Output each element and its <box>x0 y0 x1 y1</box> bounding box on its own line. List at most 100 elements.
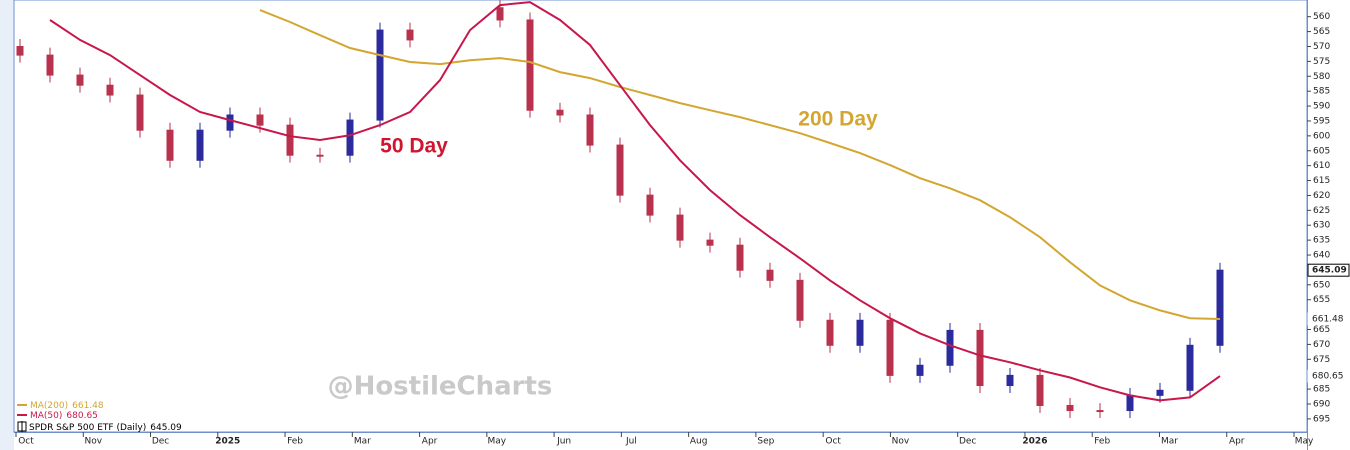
annotation: 50 Day <box>380 135 448 158</box>
x-tick-label: Apr <box>422 437 438 447</box>
x-tick-label: Jun <box>556 437 571 447</box>
candle-body <box>646 194 654 216</box>
x-tick-label: Apr <box>1229 437 1245 447</box>
candle-body <box>586 114 594 146</box>
overlay: 560 565 570 575 580 585 590 595 600 605 610 615 620 6… <box>15 12 1350 447</box>
y-tick-label: 635 <box>1313 236 1330 246</box>
value-box <box>1307 312 1350 326</box>
watermark: @HostileCharts <box>328 372 553 402</box>
x-tick-label: Feb <box>1094 437 1110 447</box>
x-tick-label: 2025 <box>215 437 240 447</box>
candle-body <box>616 144 624 196</box>
candle-body <box>16 45 24 56</box>
legend-entry: MA(200) 661.48 <box>30 401 104 411</box>
y-tick-label: 690 <box>1313 399 1330 409</box>
marks <box>16 0 1224 418</box>
candle-body <box>106 84 114 96</box>
legend-value: 680.65 <box>66 411 98 421</box>
ma-line <box>259 9 1221 320</box>
candle-body <box>1066 404 1074 412</box>
candle-body <box>46 54 54 76</box>
legend-name: SPDR S&P 500 ETF (Daily) <box>29 423 146 433</box>
y-tick-label: 630 <box>1313 221 1330 231</box>
y-tick-label: 655 <box>1313 295 1330 305</box>
y-tick-label: 605 <box>1313 146 1330 156</box>
legend-name: MA(50) <box>30 411 62 421</box>
candle-body <box>886 319 894 376</box>
x-tick-label: Feb <box>287 437 303 447</box>
y-tick-label: 560 <box>1313 12 1330 22</box>
plot-area <box>13 0 1308 433</box>
candle-body <box>1156 389 1164 396</box>
candle-body <box>76 74 84 86</box>
x-tick-label: Mar <box>1161 437 1178 447</box>
x-tick-label: Nov <box>84 437 102 447</box>
x-tick-label: Nov <box>892 437 910 447</box>
candle-body <box>496 7 504 21</box>
y-tick-label: 610 <box>1313 161 1330 171</box>
y-tick-label: 695 <box>1313 414 1330 424</box>
legend-value: 661.48 <box>72 401 104 411</box>
candle-body <box>136 94 144 131</box>
x-tick-label: Sep <box>757 437 774 447</box>
legend-entry: MA(50) 680.65 <box>30 411 98 421</box>
ma-line <box>49 1 1221 402</box>
y-tick-label: 625 <box>1313 206 1330 216</box>
x-tick-label: Aug <box>690 437 708 447</box>
legend-name: MA(200) <box>30 401 68 411</box>
y-tick-label: 600 <box>1313 131 1330 141</box>
candle-body <box>526 19 534 111</box>
candle-body <box>796 279 804 321</box>
candle-body <box>766 269 774 281</box>
candle-body <box>256 114 264 126</box>
candle-body <box>976 329 984 387</box>
value-box-label: 645.09 <box>1312 266 1347 276</box>
candle-body <box>1006 374 1014 387</box>
value-box <box>1307 263 1350 277</box>
y-tick-label: 565 <box>1313 27 1330 37</box>
y-tick-label: 585 <box>1313 87 1330 97</box>
x-tick-label: May <box>1295 437 1314 447</box>
value-box-label: 661.48 <box>1312 315 1344 325</box>
candle-body <box>1216 269 1224 346</box>
y-tick-label: 685 <box>1313 385 1330 395</box>
x-tick-label: 2026 <box>1022 437 1047 447</box>
legend-value: 645.09 <box>150 423 182 433</box>
x-tick-label: Mar <box>354 437 371 447</box>
candle-body <box>376 29 384 121</box>
y-tick-label: 650 <box>1313 280 1330 290</box>
x-axis-band <box>14 433 1307 450</box>
candle-body <box>736 244 744 271</box>
y-tick-label: 575 <box>1313 57 1330 67</box>
y-tick-label: 665 <box>1313 325 1330 335</box>
legend-entry: SPDR S&P 500 ETF (Daily) 645.09 <box>29 423 182 433</box>
candle-body <box>1096 410 1104 413</box>
candle-body <box>226 114 234 131</box>
candle-body <box>676 214 684 241</box>
y-tick-label: 590 <box>1313 102 1330 112</box>
candle-body <box>826 319 834 346</box>
y-tick-label: 640 <box>1313 251 1330 261</box>
x-tick-label: Oct <box>18 437 34 447</box>
candle-body <box>406 29 414 41</box>
candle-body <box>286 124 294 156</box>
x-tick-label: May <box>488 437 507 447</box>
candle-body <box>196 129 204 161</box>
x-tick-label: Dec <box>152 437 169 447</box>
y-tick-label: 670 <box>1313 340 1330 350</box>
candle-body <box>346 119 354 156</box>
y-tick-label: 675 <box>1313 355 1330 365</box>
candle-body <box>556 109 564 116</box>
y-tick-label: 595 <box>1313 116 1330 126</box>
y-tick-label: 615 <box>1313 176 1330 186</box>
x-tick-label: Oct <box>825 437 841 447</box>
x-tick-label: Dec <box>959 437 976 447</box>
candle-body <box>946 329 954 366</box>
annotation: 200 Day <box>798 108 878 131</box>
candle-body <box>1186 344 1194 391</box>
candle-body <box>166 129 174 161</box>
candle-body <box>1036 374 1044 406</box>
candle-body <box>706 239 714 246</box>
